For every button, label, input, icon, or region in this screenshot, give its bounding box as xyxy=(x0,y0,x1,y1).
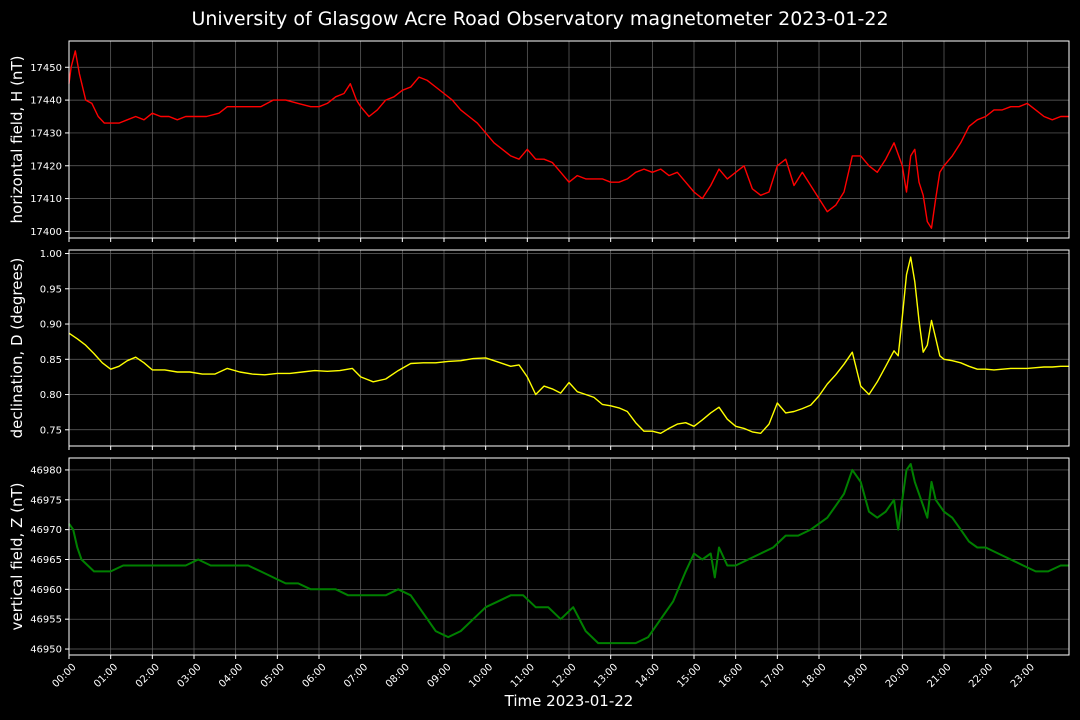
y-tick-label: 46965 xyxy=(30,555,62,566)
series-line xyxy=(68,463,1069,645)
x-tick-label: 19:00 xyxy=(842,662,870,690)
x-tick-label: 08:00 xyxy=(384,662,412,690)
x-tick-label: 02:00 xyxy=(134,662,162,690)
x-axis-title: Time 2023-01-22 xyxy=(504,692,634,710)
x-tick-label: 00:00 xyxy=(50,662,78,690)
panel-frame xyxy=(68,40,1070,239)
y-axis-title: declination, D (degrees) xyxy=(8,258,26,439)
y-tick-label: 46975 xyxy=(30,495,62,506)
figure-title: University of Glasgow Acre Road Observat… xyxy=(191,8,889,30)
panel-frame xyxy=(68,249,1070,447)
y-tick-label: 0.75 xyxy=(40,425,62,436)
x-tick-label: 15:00 xyxy=(675,662,703,690)
y-axis-title: horizontal field, H (nT) xyxy=(8,56,26,224)
x-tick-label: 04:00 xyxy=(217,662,245,690)
x-tick-label: 06:00 xyxy=(300,662,328,690)
panel-frame xyxy=(68,457,1070,656)
y-tick-label: 1.00 xyxy=(40,249,62,260)
x-tick-label: 12:00 xyxy=(550,662,578,690)
x-tick-label: 17:00 xyxy=(759,662,787,690)
y-tick-label: 46970 xyxy=(30,525,62,536)
y-tick-label: 0.90 xyxy=(40,320,62,331)
x-tick-label: 11:00 xyxy=(509,662,537,690)
x-tick-label: 20:00 xyxy=(884,662,912,690)
panel-2: 0.75 0.80 0.85 0.90 0.95 1.00 declination, D (… xyxy=(8,249,1070,450)
y-tick-label: 0.80 xyxy=(40,390,62,401)
x-tick-label: 13:00 xyxy=(592,662,620,690)
x-tick-label: 03:00 xyxy=(175,662,203,690)
series-line xyxy=(68,256,1069,434)
y-tick-label: 17400 xyxy=(30,227,62,238)
x-tick-label: 16:00 xyxy=(717,662,745,690)
x-tick-label: 09:00 xyxy=(425,662,453,690)
x-tick-label: 18:00 xyxy=(800,662,828,690)
series-line xyxy=(68,50,1069,229)
y-tick-label: 0.85 xyxy=(40,355,62,366)
y-tick-label: 17410 xyxy=(30,194,62,205)
y-tick-label: 46950 xyxy=(30,645,62,656)
x-tick-label: 10:00 xyxy=(467,662,495,690)
x-tick-label: 23:00 xyxy=(1009,662,1037,690)
y-tick-label: 17420 xyxy=(30,161,62,172)
panel-3: 00:00 01:00 02:00 03:00 04:00 05:00 06:00 07:00… xyxy=(8,457,1070,690)
y-tick-label: 0.95 xyxy=(40,284,62,295)
y-tick-label: 46955 xyxy=(30,615,62,626)
y-tick-label: 17450 xyxy=(30,63,62,74)
x-tick-label: 21:00 xyxy=(925,662,953,690)
panel-1: 17400 17410 17420 17430 17440 17450 horizontal… xyxy=(8,40,1070,242)
x-tick-label: 22:00 xyxy=(967,662,995,690)
x-tick-label: 01:00 xyxy=(92,662,120,690)
y-tick-label: 46980 xyxy=(30,465,62,476)
y-axis-title: vertical field, Z (nT) xyxy=(8,482,26,630)
x-tick-label: 05:00 xyxy=(259,662,287,690)
y-tick-label: 46960 xyxy=(30,585,62,596)
x-tick-label: 07:00 xyxy=(342,662,370,690)
y-tick-label: 17440 xyxy=(30,96,62,107)
x-tick-label: 14:00 xyxy=(634,662,662,690)
y-tick-label: 17430 xyxy=(30,128,62,139)
